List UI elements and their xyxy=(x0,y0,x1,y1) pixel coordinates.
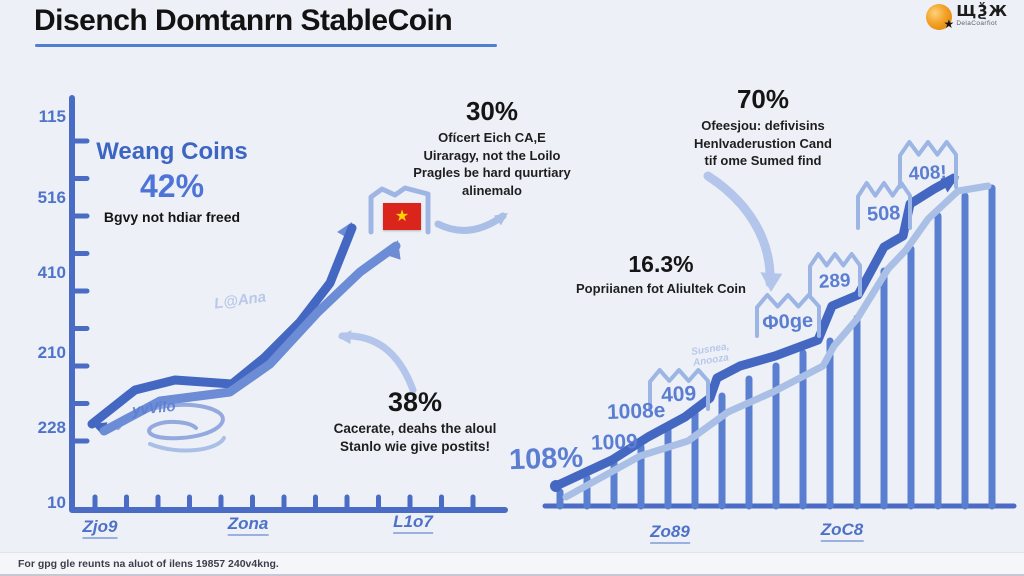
annotation-70-percent: 70% xyxy=(736,84,790,114)
annotation-70: 70% Ofeesjou: defivisins Henlvaderustion… xyxy=(660,84,866,170)
annotation-163-percent: 16.3% xyxy=(628,251,694,277)
badge-value-408!: 408! xyxy=(908,162,947,185)
badge-frame-289 xyxy=(808,252,862,297)
badge-value-508: 508 xyxy=(866,202,900,226)
weang-coins-title: Weang Coins xyxy=(96,138,248,165)
left-chart-axes xyxy=(69,95,508,513)
flag-frame xyxy=(368,185,431,235)
trend-b xyxy=(99,241,401,436)
annotation-163-body: Popriianen fot Aliultek Coin xyxy=(576,281,746,297)
weang-coins-percent: 42% xyxy=(139,168,205,204)
badge-frame-408! xyxy=(898,140,958,189)
y-axis-label-10: 10 xyxy=(47,493,66,512)
badge-frame-409 xyxy=(648,368,710,411)
x-axis-label-Zona: Zona xyxy=(227,514,269,536)
arrow-from-38 xyxy=(338,332,417,394)
x-axis-label-L1o7: L1o7 xyxy=(393,512,433,534)
brand-logo-icon xyxy=(926,4,954,31)
arrow-from-70-head xyxy=(760,272,783,292)
arrow-from-38-head xyxy=(338,330,352,345)
value-label-1008e: 1008e xyxy=(606,398,666,425)
vietnam-flag: ★ xyxy=(383,203,421,230)
footer-note-bar: For gpg gle reunts na aluot of ilens 198… xyxy=(0,552,1024,574)
y-axis-label-228: 228 xyxy=(37,418,66,437)
annotation-30-percent: 30% xyxy=(465,96,519,126)
swirl-scribble-lower xyxy=(148,436,226,453)
y-axis-label-210: 210 xyxy=(37,343,66,362)
badge-value-Φ0ge: Φ0ge xyxy=(762,310,814,335)
footer-note: For gpg gle reunts na aluot of ilens 198… xyxy=(18,557,279,570)
page-title: Disench Domtanrn StableCoin xyxy=(34,4,453,37)
title-underline xyxy=(35,44,497,47)
badge-frame-Φ0ge xyxy=(755,293,821,338)
flag-star-icon: ★ xyxy=(394,207,410,225)
brand-name: ЩѮЖ xyxy=(956,2,1008,20)
arrow-right-of-flag xyxy=(434,212,507,234)
trend-a xyxy=(87,223,357,429)
growth-start-dot xyxy=(550,480,562,492)
arrow-from-70 xyxy=(703,171,775,288)
x-axis-label-ZoC8: ZoC8 xyxy=(820,520,864,542)
badge-frame-508 xyxy=(856,181,912,230)
annotation-weang-coins: Weang Coins 42% Bgvy not hdiar freed xyxy=(62,138,282,225)
arrow-right-of-flag-head xyxy=(494,213,508,226)
annotation-38-body: Cacerate, deahs the aloul Stanlo wie giv… xyxy=(333,421,497,455)
x-axis-label-Zjo9: Zjo9 xyxy=(82,517,118,539)
annotation-38: 38% Cacerate, deahs the aloul Stanlo wie… xyxy=(308,388,522,457)
badge-value-409: 409 xyxy=(661,382,697,407)
badge-value-289: 289 xyxy=(818,270,851,293)
growth-trend xyxy=(551,173,959,491)
x-axis-label-Zo89: Zo89 xyxy=(650,522,690,544)
y-axis-label-410: 410 xyxy=(37,263,66,282)
brand-subtitle: DelaCoarfiot xyxy=(956,20,998,27)
annotation-38-percent: 38% xyxy=(387,387,443,417)
y-axis-label-115: 115 xyxy=(38,107,66,126)
brand-logo: ЩѮЖ DelaCoarfiot xyxy=(926,2,1008,31)
annotation-30: 30% Ofícert Eich CA,E Uiraragy, not the … xyxy=(387,96,597,199)
annotation-163: 16.3% Popriianen fot Aliultek Coin xyxy=(552,252,770,298)
y-axis-label-516: 516 xyxy=(37,188,66,207)
value-label-1009: 1009 xyxy=(590,430,639,455)
swirl-scribble xyxy=(116,402,225,441)
value-label-108%: 108% xyxy=(508,441,584,477)
weang-coins-subtitle: Bgvy not hdiar freed xyxy=(103,209,241,225)
annotation-30-body: Ofícert Eich CA,E Uiraragy, not the Loil… xyxy=(413,130,571,198)
growth-band xyxy=(562,182,992,501)
annotation-70-body: Ofeesjou: defivisins Henlvaderustion Can… xyxy=(694,118,832,169)
